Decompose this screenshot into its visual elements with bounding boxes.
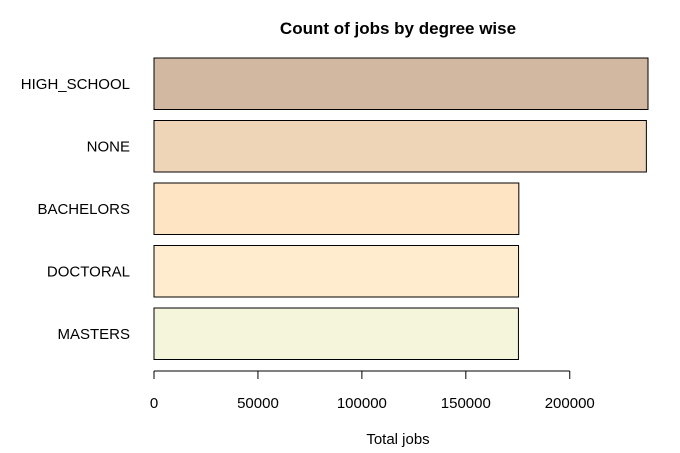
bar-masters [153,307,519,360]
category-label-high-school: HIGH_SCHOOL [21,76,130,93]
x-axis: 0 50000 100000 150000 200000 [150,370,595,412]
x-tick-label-150000: 150000 [441,395,491,412]
bar-none [153,120,647,173]
category-label-masters: MASTERS [57,326,130,343]
category-label-bachelors: BACHELORS [37,201,130,218]
x-tick-label-100000: 100000 [337,395,387,412]
bar-high-school [153,57,649,110]
bars-group [153,57,649,360]
category-label-doctoral: DOCTORAL [47,263,130,280]
bar-bachelors [153,182,520,235]
x-tick-label-200000: 200000 [545,395,595,412]
x-axis-label: Total jobs [366,431,429,448]
bar-doctoral [153,245,520,298]
x-tick-label-0: 0 [150,395,158,412]
category-label-none: NONE [87,138,130,155]
x-tick-label-50000: 50000 [237,395,279,412]
category-labels-group: HIGH_SCHOOL NONE BACHELORS DOCTORAL MASTERS [21,76,130,343]
chart-title: Count of jobs by degree wise [280,19,516,38]
